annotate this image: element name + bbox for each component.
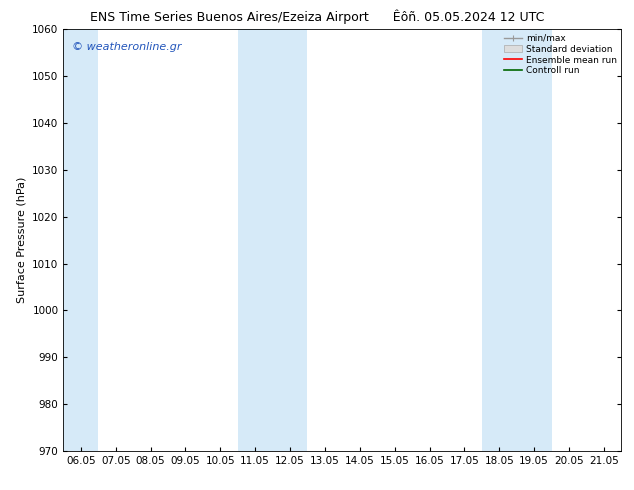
Bar (482, 29, 552, 451)
Y-axis label: Surface Pressure (hPa): Surface Pressure (hPa) (16, 177, 27, 303)
Text: ENS Time Series Buenos Aires/Ezeiza Airport      Êôñ. 05.05.2024 12 UTC: ENS Time Series Buenos Aires/Ezeiza Airp… (90, 10, 544, 24)
Bar (63, 29, 98, 451)
Text: © weatheronline.gr: © weatheronline.gr (72, 42, 181, 52)
Bar (238, 29, 307, 451)
Legend: min/max, Standard deviation, Ensemble mean run, Controll run: min/max, Standard deviation, Ensemble me… (504, 34, 617, 75)
